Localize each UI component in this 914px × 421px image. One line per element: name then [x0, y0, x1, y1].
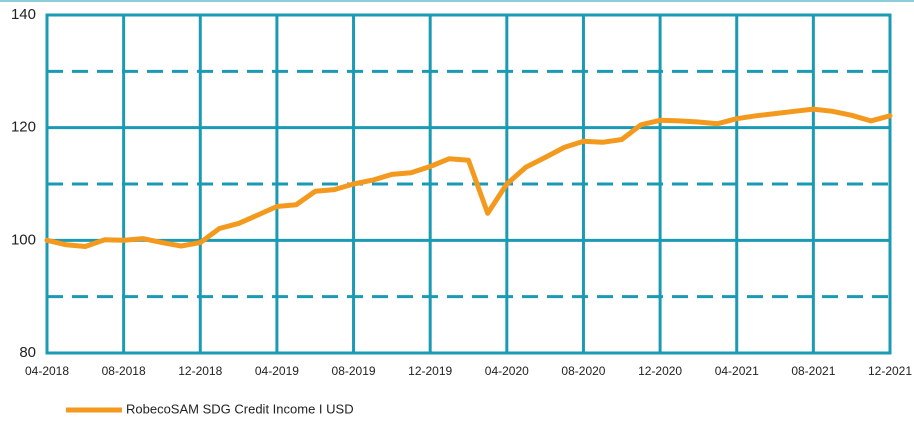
x-tick-label: 12-2019	[408, 364, 452, 378]
y-tick-label: 100	[11, 231, 36, 248]
lines	[44, 106, 893, 249]
x-tick-label: 04-2020	[485, 364, 529, 378]
x-tick-label: 12-2018	[178, 364, 222, 378]
x-tick-label: 04-2018	[25, 364, 69, 378]
x-tick-label: 04-2019	[255, 364, 299, 378]
data-line	[44, 106, 893, 249]
legend-label: RobecoSAM SDG Credit Income I USD	[126, 401, 354, 416]
x-tick-label: 08-2020	[561, 364, 605, 378]
y-tick-label: 120	[11, 119, 36, 136]
x-tick-label: 04-2021	[715, 364, 759, 378]
labels: 04-2018 08-2018 12-2018 04-2019 08-2019 12-20…	[11, 6, 912, 416]
y-tick-label: 80	[19, 344, 36, 361]
x-tick-label: 12-2020	[638, 364, 682, 378]
x-tick-label: 08-2019	[332, 364, 376, 378]
y-tick-label: 140	[11, 6, 36, 23]
x-tick-label: 08-2021	[791, 364, 835, 378]
x-tick-label: 08-2018	[102, 364, 146, 378]
x-tick-label: 12-2021	[868, 364, 912, 378]
grid	[45, 13, 892, 355]
